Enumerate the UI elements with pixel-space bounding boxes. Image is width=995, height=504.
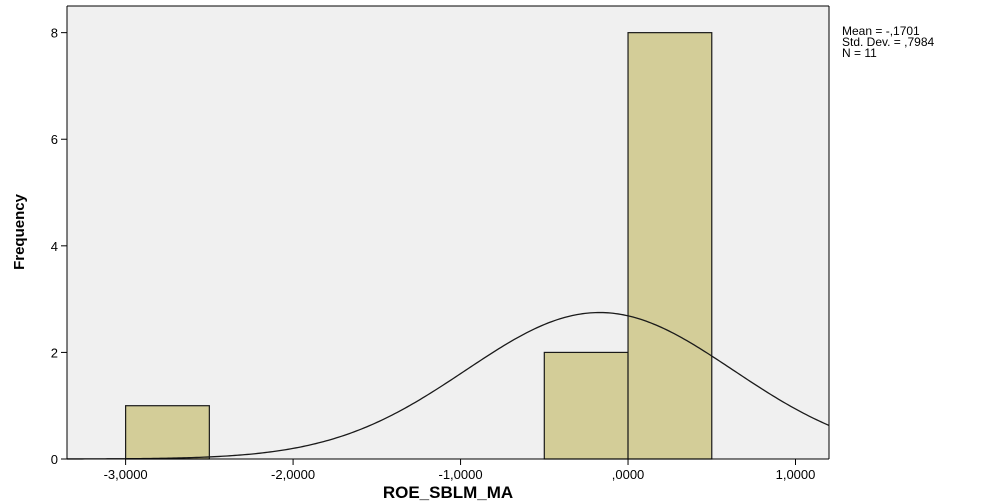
y-tick-label: 0: [51, 452, 58, 467]
x-ticks-group: -3,0000 -2,0000 -1,0000 ,0000 1,0000: [104, 459, 816, 482]
plot-background: [67, 6, 829, 459]
histogram-bar: [543, 351, 629, 460]
x-tick-label: ,0000: [612, 467, 645, 482]
y-tick-label: 6: [51, 132, 58, 147]
normal-curve: [66, 311, 830, 460]
x-tick-label: -1,0000: [439, 467, 483, 482]
y-axis-title: Frequency: [11, 193, 28, 270]
bars-group: [125, 32, 713, 460]
histogram-bar: [125, 405, 210, 460]
y-tick-label: 4: [51, 239, 58, 254]
stat-n: N = 11: [842, 46, 877, 60]
y-ticks-group: 0 2 4 6 8: [51, 26, 67, 467]
stat-mean: Mean = -,1701: [842, 24, 920, 38]
x-tick-label: -3,0000: [104, 467, 148, 482]
histogram-bar: [627, 32, 713, 460]
x-tick-label: -2,0000: [271, 467, 315, 482]
statistics-box: Mean = -,1701 Std. Dev. = ,7984 N = 11: [842, 24, 935, 60]
y-tick-label: 2: [51, 345, 58, 360]
stat-std-dev: Std. Dev. = ,7984: [842, 35, 935, 49]
y-tick-label: 8: [51, 26, 58, 41]
x-tick-label: 1,0000: [776, 467, 816, 482]
x-axis-title: ROE_SBLM_MA: [383, 483, 513, 502]
